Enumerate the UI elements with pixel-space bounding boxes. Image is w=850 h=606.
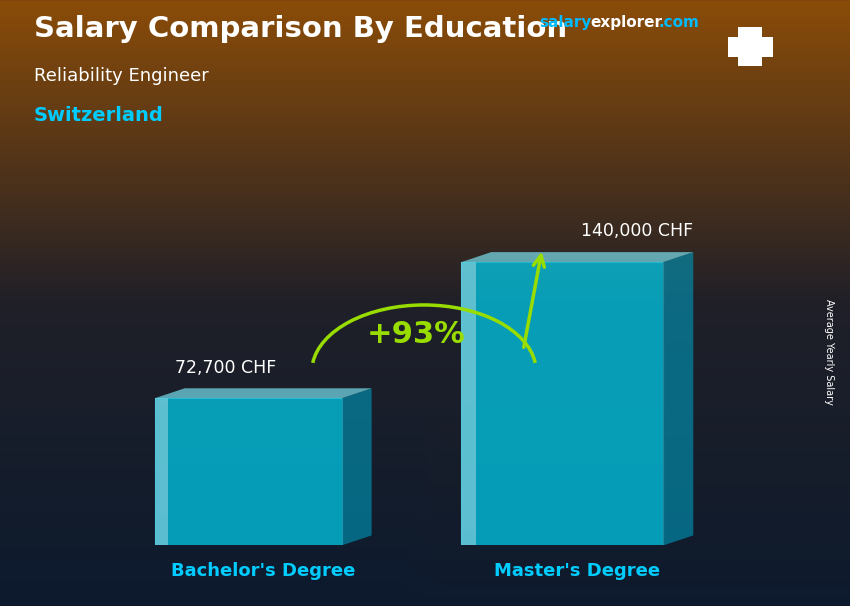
Bar <box>155 398 167 545</box>
Text: Master's Degree: Master's Degree <box>494 562 660 580</box>
Polygon shape <box>155 388 371 398</box>
Bar <box>586 499 850 606</box>
Bar <box>560 486 850 606</box>
Bar <box>155 398 342 545</box>
Bar <box>500 456 850 606</box>
Bar <box>400 406 850 606</box>
Bar <box>473 442 850 606</box>
Bar <box>155 398 342 545</box>
Bar <box>420 416 850 606</box>
Bar <box>493 453 850 606</box>
Text: Switzerland: Switzerland <box>34 106 164 125</box>
Bar <box>434 422 850 606</box>
Polygon shape <box>342 388 371 545</box>
Bar <box>527 469 850 606</box>
Bar <box>453 433 850 606</box>
Bar <box>593 502 850 606</box>
Text: salary: salary <box>540 15 592 30</box>
Bar <box>446 429 850 606</box>
Bar <box>520 466 850 606</box>
Bar <box>480 446 850 606</box>
Text: +93%: +93% <box>367 321 466 350</box>
Text: Bachelor's Degree: Bachelor's Degree <box>171 562 355 580</box>
Bar <box>427 419 850 606</box>
Text: Reliability Engineer: Reliability Engineer <box>34 67 209 85</box>
Bar <box>406 409 850 606</box>
Bar <box>413 413 850 606</box>
Bar <box>547 479 850 606</box>
Text: Salary Comparison By Education: Salary Comparison By Education <box>34 15 567 43</box>
Bar <box>507 459 850 606</box>
Polygon shape <box>663 252 694 545</box>
Bar <box>738 27 762 67</box>
Text: 140,000 CHF: 140,000 CHF <box>581 222 694 241</box>
Bar <box>462 262 663 545</box>
Bar <box>533 473 850 606</box>
Bar <box>728 36 773 58</box>
Bar <box>574 493 850 606</box>
Bar <box>540 476 850 606</box>
Bar <box>553 482 850 606</box>
Bar <box>487 449 850 606</box>
Text: explorer: explorer <box>591 15 663 30</box>
Bar <box>467 439 850 606</box>
Bar <box>462 262 475 545</box>
Bar <box>460 436 850 606</box>
Bar <box>462 262 663 545</box>
Text: 72,700 CHF: 72,700 CHF <box>175 359 276 376</box>
Bar <box>440 426 850 606</box>
Bar <box>513 462 850 606</box>
Text: .com: .com <box>659 15 700 30</box>
Bar <box>580 496 850 606</box>
Bar <box>567 489 850 606</box>
Polygon shape <box>462 252 694 262</box>
Text: Average Yearly Salary: Average Yearly Salary <box>824 299 834 404</box>
